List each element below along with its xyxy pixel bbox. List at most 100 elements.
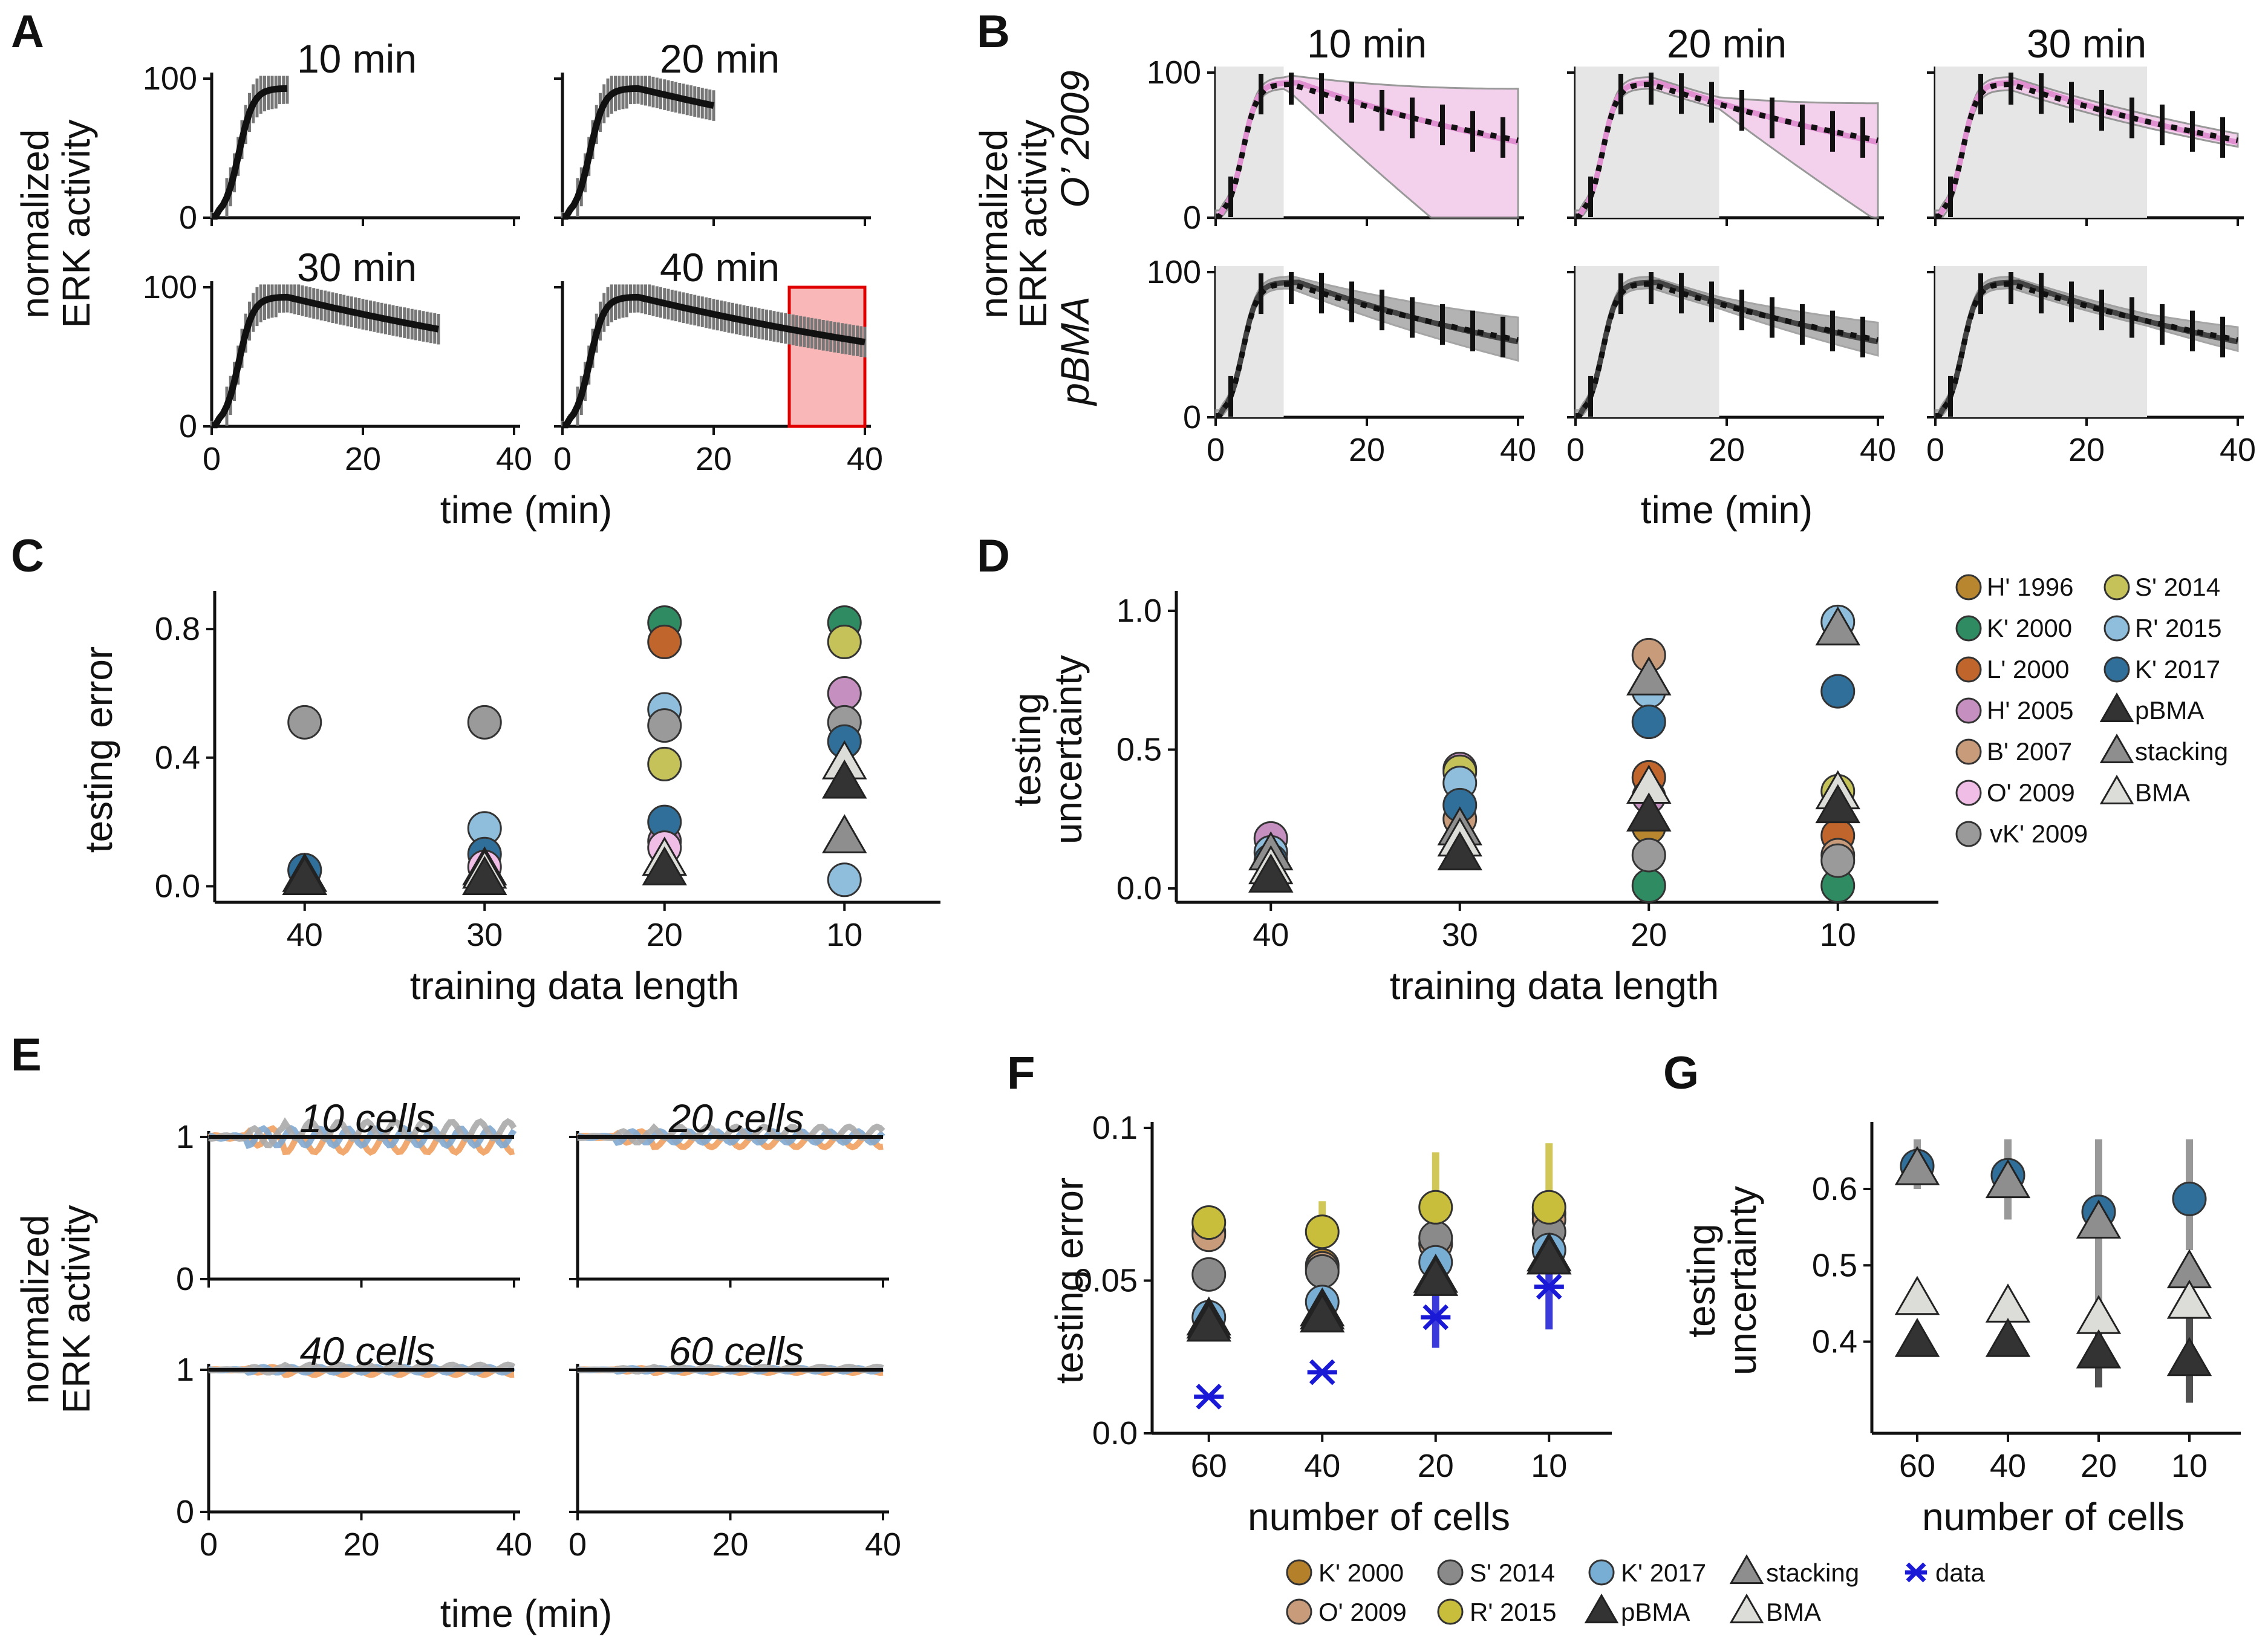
panel-d-marker-pBMA: [1626, 792, 1672, 832]
panel-b-r1c0-y-tick-label: 100: [1147, 254, 1201, 290]
panel-b-r1c2-x-tick-label: 20: [2068, 432, 2105, 468]
panel-c-y-tick-label: 0.0: [155, 868, 200, 904]
panel-b-r1c2-x-tick-label: 40: [2220, 432, 2256, 468]
panel-d-x-tick-label: 30: [1442, 917, 1478, 953]
panel-d-marker-K2000: [1631, 868, 1666, 903]
panel-e-sub3-x-tick-label: 20: [712, 1526, 748, 1563]
panel-c-marker-H2005: [827, 676, 862, 711]
panel-f-marker-data: [1534, 1274, 1564, 1300]
panel-a-ap4-x-tick-label: 20: [696, 441, 732, 477]
panel-f-marker-S2014: [1191, 1257, 1227, 1292]
panel-g-marker-pBMA: [2166, 1337, 2212, 1376]
legend-d-marker-S2014: [2103, 574, 2130, 601]
legend-d-label: pBMA: [2135, 696, 2204, 725]
legend-d-label: K' 2017: [2135, 655, 2220, 683]
panel-b-y-label-1: normalized: [972, 129, 1015, 318]
panel-b-training-shade: [1216, 266, 1284, 417]
legend-d-label: S' 2014: [2135, 573, 2220, 601]
legend-d-label: O' 2009: [1987, 778, 2075, 807]
panel-d-marker-K2017: [1820, 674, 1856, 709]
legend-f-marker-K2000: [1286, 1559, 1312, 1586]
panel-c-x-label: training data length: [410, 964, 739, 1008]
panel-a-mean-curve: [212, 85, 288, 220]
panel-g-x-label: number of cells: [1922, 1495, 2185, 1539]
legend-f-label: K' 2017: [1621, 1558, 1706, 1587]
panel-c-x-tick-label: 30: [466, 917, 503, 953]
legend-f-marker-BMA: [1729, 1593, 1764, 1624]
panel-g-marker-pBMA: [1894, 1318, 1940, 1357]
panel-g-marker-BMA: [2076, 1295, 2122, 1334]
panel-b-data-curve: [1216, 81, 1519, 220]
panel-a-ap3-x-tick-label: 0: [203, 441, 221, 477]
panel-f-x-tick-label: 20: [1418, 1448, 1454, 1484]
panel-e-sub2-x-tick-label: 40: [496, 1526, 532, 1563]
panel-g-x-tick-label: 20: [2081, 1448, 2117, 1484]
panel-f-marker-R2015: [1191, 1205, 1227, 1240]
panel-d-marker-stacking: [1626, 656, 1672, 695]
panel-a-ap3-x-tick-label: 40: [496, 441, 532, 477]
panel-a-subplot-title: 10 min: [297, 36, 417, 81]
panel-a-ap1-y-tick-label: 100: [143, 60, 197, 97]
panel-e-subplot-title: 20 cells: [668, 1096, 804, 1141]
panel-f-marker-pBMA: [1413, 1257, 1458, 1296]
panel-g-y-tick-label: 0.5: [1812, 1247, 1857, 1283]
panel-a-ap4-x-tick-label: 40: [847, 441, 883, 477]
legend-d-label: K' 2000: [1987, 614, 2072, 642]
panel-f-marker-S2014: [1305, 1254, 1340, 1289]
legend-d-label: BMA: [2135, 778, 2190, 807]
legend-d-marker-stacking: [2099, 734, 2134, 763]
panel-f-x-label: number of cells: [1248, 1495, 1510, 1539]
panel-e-y-label-1: normalized: [13, 1214, 57, 1404]
panel-g-y-tick-label: 0.6: [1812, 1171, 1857, 1207]
panel-b-training-shade: [1216, 67, 1284, 218]
panel-d-x-tick-label: 20: [1631, 917, 1667, 953]
panel-e-y-label-2: ERK activity: [54, 1205, 98, 1414]
panel-a-y-label-1: normalized: [13, 129, 57, 318]
panel-f-marker-data: [1307, 1359, 1337, 1386]
panel-g-marker-stacking: [1894, 1145, 1940, 1185]
legend-f-label: stacking: [1766, 1558, 1859, 1587]
panel-c-marker-R2015: [827, 862, 862, 897]
panel-a-subplot-title: 30 min: [297, 245, 417, 290]
panel-g-x-tick-label: 60: [1899, 1448, 1935, 1484]
panel-label-A: A: [11, 6, 44, 57]
panel-a-subplot-title: 40 min: [660, 245, 780, 290]
panel-b-r1c1-x-tick-label: 20: [1709, 432, 1745, 468]
legend-f-marker-K2017: [1588, 1559, 1615, 1586]
panel-c-x-tick-label: 40: [287, 917, 323, 953]
panel-e-sub3-x-tick-label: 40: [865, 1526, 901, 1563]
legend-d-marker-K2000: [1955, 615, 1982, 642]
legend-f-marker-S2014: [1437, 1559, 1464, 1586]
panel-b-column-title: 10 min: [1307, 21, 1427, 66]
legend-d-marker-vK2009: [1955, 821, 1982, 847]
legend-d-label: H' 2005: [1987, 696, 2073, 725]
panel-a-mean-curve: [212, 293, 440, 429]
panel-f-x-tick-label: 10: [1531, 1448, 1567, 1484]
panel-e-cell-trace: [207, 1125, 515, 1156]
panel-b-data-curve: [1576, 81, 1879, 220]
panel-g-marker-BMA: [2166, 1279, 2212, 1319]
panel-b-r1c0-y-tick-label: 0: [1183, 399, 1201, 435]
panel-c-marker-vK2009: [467, 705, 502, 740]
legend-f-marker-R2015: [1437, 1598, 1464, 1625]
panel-c-y-label: testing error: [77, 646, 120, 853]
panel-c-x-tick-label: 20: [647, 917, 683, 953]
panel-b-y-label-2: ERK activity: [1011, 120, 1055, 328]
panel-a-ap4-x-tick-label: 0: [553, 441, 572, 477]
legend-f-label: K' 2000: [1318, 1558, 1404, 1587]
legend-d-label: H' 1996: [1987, 573, 2073, 601]
panel-g-y-label-2: uncertainty: [1721, 1186, 1764, 1375]
legend-d-label: stacking: [2135, 737, 2228, 766]
panel-c-x-tick-label: 10: [826, 917, 862, 953]
panel-a-test-window: [787, 285, 867, 428]
panel-e-subplot-title: 60 cells: [669, 1329, 804, 1373]
panel-b-r1c1-x-tick-label: 0: [1566, 432, 1585, 468]
panel-a-ap3-y-tick-label: 100: [143, 269, 197, 305]
legend-d-marker-K2017: [2103, 656, 2130, 683]
legend-d-marker-BMA: [2099, 775, 2134, 804]
panel-e-sub2-x-tick-label: 20: [343, 1526, 379, 1563]
legend-d-marker-R2015: [2103, 615, 2130, 642]
panel-a-x-label: time (min): [440, 488, 612, 532]
legend-f-marker-data: [1905, 1562, 1927, 1583]
panel-f-marker-R2015: [1531, 1190, 1566, 1225]
